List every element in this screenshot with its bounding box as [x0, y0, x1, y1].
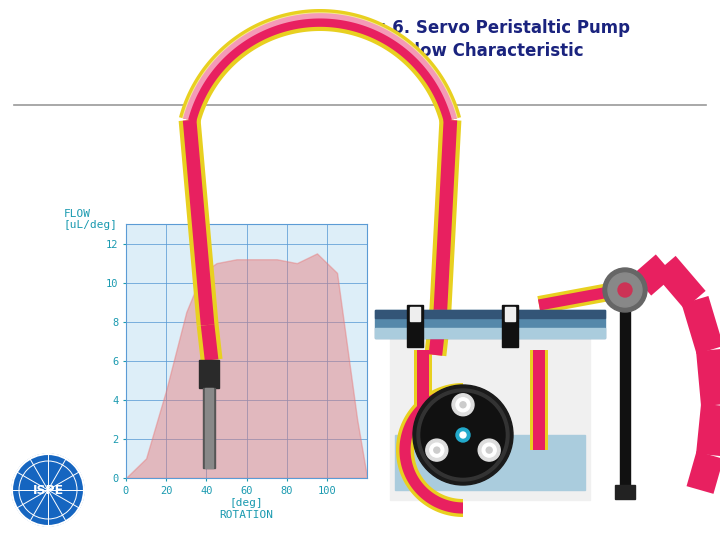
Polygon shape	[179, 119, 219, 326]
Circle shape	[478, 439, 500, 461]
Bar	[620, 295, 630, 490]
Circle shape	[417, 389, 509, 481]
Text: ISPE: ISPE	[32, 483, 63, 496]
Circle shape	[426, 439, 448, 461]
Polygon shape	[396, 383, 463, 517]
Polygon shape	[183, 119, 215, 326]
Bar	[407, 305, 423, 347]
Polygon shape	[538, 285, 621, 310]
Polygon shape	[530, 350, 548, 450]
Polygon shape	[182, 12, 458, 120]
Polygon shape	[654, 256, 706, 309]
Polygon shape	[537, 281, 621, 314]
X-axis label: [deg]
ROTATION: [deg] ROTATION	[220, 498, 274, 520]
Polygon shape	[425, 309, 451, 356]
Polygon shape	[201, 324, 218, 361]
Bar	[375, 310, 605, 338]
Polygon shape	[428, 309, 447, 356]
Circle shape	[430, 443, 444, 457]
Bar	[199, 360, 219, 388]
Circle shape	[460, 432, 466, 438]
Polygon shape	[682, 296, 720, 354]
Text: FLOW
[uL/deg]: FLOW [uL/deg]	[63, 209, 117, 231]
Bar	[375, 328, 605, 338]
Bar	[502, 305, 518, 347]
Circle shape	[413, 385, 513, 485]
Polygon shape	[633, 254, 674, 295]
Polygon shape	[400, 387, 463, 514]
Bar	[615, 485, 635, 499]
Circle shape	[421, 393, 505, 477]
Bar	[205, 388, 213, 468]
Circle shape	[603, 268, 647, 312]
Circle shape	[618, 283, 632, 297]
Polygon shape	[696, 349, 720, 406]
Circle shape	[482, 443, 496, 457]
Polygon shape	[179, 9, 461, 123]
Polygon shape	[687, 451, 720, 494]
Polygon shape	[414, 350, 432, 450]
Polygon shape	[183, 13, 457, 122]
Polygon shape	[433, 120, 457, 310]
Bar	[410, 307, 420, 321]
Bar	[505, 307, 515, 321]
Bar	[203, 388, 215, 468]
Polygon shape	[429, 119, 462, 310]
Circle shape	[486, 447, 492, 453]
Circle shape	[12, 454, 84, 526]
Text: Fig.6. Servo Peristaltic Pump
Flow Characteristic: Fig.6. Servo Peristaltic Pump Flow Chara…	[356, 19, 630, 60]
Circle shape	[460, 402, 466, 408]
Circle shape	[434, 447, 440, 453]
Bar	[375, 310, 605, 318]
Circle shape	[456, 398, 470, 412]
Bar	[390, 330, 590, 500]
Circle shape	[456, 428, 470, 442]
Polygon shape	[534, 350, 544, 450]
Polygon shape	[197, 324, 222, 361]
Bar	[395, 435, 585, 490]
Circle shape	[452, 394, 474, 416]
Polygon shape	[418, 350, 428, 450]
Polygon shape	[696, 403, 720, 456]
Circle shape	[608, 273, 642, 307]
